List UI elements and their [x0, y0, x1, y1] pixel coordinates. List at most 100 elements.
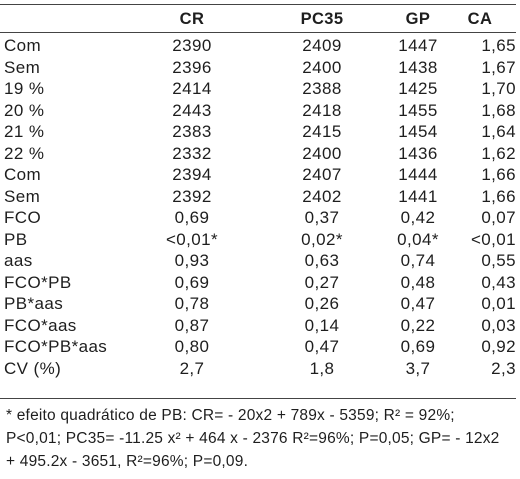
- table-cell: 0,93: [174, 251, 210, 270]
- table-cell: 0,74: [400, 251, 436, 270]
- row-label: 22 %: [4, 143, 45, 163]
- table-cell: 2414: [172, 79, 212, 98]
- table-cell: 0,80: [174, 337, 210, 356]
- table-cell: 2,3: [491, 358, 516, 378]
- table-cell: 0,43: [481, 272, 516, 292]
- table-cell: 0,69: [174, 272, 210, 292]
- row-label: aas: [4, 251, 33, 270]
- table-cell: 1455: [398, 100, 438, 120]
- table-cell: 0,14: [304, 315, 340, 335]
- table-cell: 3,7: [405, 358, 431, 378]
- table-cell: 1,66: [481, 186, 516, 206]
- table-cell: 2,7: [179, 358, 205, 378]
- table-cell: 1447: [398, 36, 438, 55]
- table-row: 20 % 2443 2418 1455 1,68: [4, 100, 520, 122]
- row-label: Com: [4, 36, 42, 55]
- table-cell: 1441: [398, 186, 438, 206]
- row-label: FCO*PB: [4, 272, 72, 292]
- row-label: Sem: [4, 186, 41, 206]
- table-cell: 1,62: [481, 143, 516, 163]
- table-cell: 1,66: [481, 165, 516, 184]
- table-row: Com 2394 2407 1444 1,66: [4, 164, 520, 186]
- table-cell: 0,69: [400, 337, 436, 356]
- table-cell: 2388: [302, 79, 342, 98]
- table-cell: 1,8: [309, 358, 335, 378]
- table-row: Com 2390 2409 1447 1,65: [4, 33, 520, 57]
- table-cell: 0,03: [481, 315, 516, 335]
- row-label: Sem: [4, 57, 41, 77]
- table-cell: 0,26: [304, 294, 340, 313]
- table-row: 21 % 2383 2415 1454 1,64: [4, 121, 520, 143]
- table-row: Sem 2396 2400 1438 1,67: [4, 57, 520, 79]
- table-row: FCO*aas 0,87 0,14 0,22 0,03: [4, 315, 520, 337]
- row-label: 21 %: [4, 122, 45, 141]
- table-body: Com 2390 2409 1447 1,65 Sem 2396 2400 1438 1,67 19…: [4, 33, 520, 379]
- table-cell: 1,65: [481, 36, 516, 55]
- table-cell: 1,64: [481, 122, 516, 141]
- table-cell: 1,67: [481, 57, 516, 77]
- table-cell: 2402: [302, 186, 342, 206]
- table-cell: 0,47: [304, 337, 340, 356]
- table-cell: 1,70: [481, 79, 516, 98]
- table-footnote: * efeito quadrático de PB: CR= - 20x2 + …: [6, 407, 500, 470]
- table-cell: 2400: [302, 57, 342, 77]
- table-cell: 2392: [172, 186, 212, 206]
- table-header-rule: [0, 32, 516, 33]
- row-label: PB*aas: [4, 294, 64, 313]
- row-label: CV (%): [4, 358, 62, 378]
- table-cell: 1425: [398, 79, 438, 98]
- table-cell: 0,07: [481, 208, 516, 227]
- table-cell: 0,22: [400, 315, 436, 335]
- table-cell: 1436: [398, 143, 438, 163]
- column-header-gp: GP: [405, 10, 431, 28]
- table-cell: 1444: [398, 165, 438, 184]
- table-cell: 2383: [172, 122, 212, 141]
- table-cell: 0,47: [400, 294, 436, 313]
- table-cell: <0,01: [470, 229, 516, 249]
- table-cell: 0,01: [481, 294, 516, 313]
- table-header-row: CR PC35 GP CA: [4, 6, 520, 33]
- table-row: 19 % 2414 2388 1425 1,70: [4, 78, 520, 100]
- table-top-rule: [0, 4, 516, 5]
- table-cell: <0,01*: [165, 229, 219, 249]
- row-label: 19 %: [4, 79, 45, 98]
- table-cell: 2396: [172, 57, 212, 77]
- table-cell: 2415: [302, 122, 342, 141]
- table-cell: 2332: [172, 143, 212, 163]
- table-cell: 0,48: [400, 272, 436, 292]
- table-cell: 0,69: [174, 208, 210, 227]
- table-cell: 2394: [172, 165, 212, 184]
- column-header-pc35: PC35: [300, 10, 344, 28]
- row-label: FCO*aas: [4, 315, 77, 335]
- table-row: PB*aas 0,78 0,26 0,47 0,01: [4, 293, 520, 315]
- table-row: PB <0,01* 0,02* 0,04* <0,01: [4, 229, 520, 251]
- table-cell: 2418: [302, 100, 342, 120]
- table-cell: 0,92: [481, 337, 516, 356]
- table-cell: 0,37: [304, 208, 340, 227]
- table-row: FCO*PB 0,69 0,27 0,48 0,43: [4, 272, 520, 294]
- table-cell: 0,55: [481, 251, 516, 270]
- table-row: 22 % 2332 2400 1436 1,62: [4, 143, 520, 165]
- table-cell: 0,78: [174, 294, 210, 313]
- row-label: Com: [4, 165, 42, 184]
- table-cell: 2407: [302, 165, 342, 184]
- table-cell: 0,42: [400, 208, 436, 227]
- row-label: PB: [4, 229, 28, 249]
- column-header-ca: CA: [467, 10, 493, 28]
- table-cell: 0,87: [174, 315, 210, 335]
- row-label: 20 %: [4, 100, 45, 120]
- table-cell: 2409: [302, 36, 342, 55]
- table-bottom-rule: [0, 398, 516, 399]
- column-header-label: [4, 6, 132, 33]
- table-row: FCO*PB*aas 0,80 0,47 0,69 0,92: [4, 336, 520, 358]
- table-cell: 2390: [172, 36, 212, 55]
- table-row: CV (%) 2,7 1,8 3,7 2,3: [4, 358, 520, 380]
- table-cell: 0,04*: [397, 229, 439, 249]
- table-cell: 1438: [398, 57, 438, 77]
- table-row: aas 0,93 0,63 0,74 0,55: [4, 250, 520, 272]
- table-cell: 2443: [172, 100, 212, 120]
- row-label: FCO: [4, 208, 42, 227]
- table-row: FCO 0,69 0,37 0,42 0,07: [4, 207, 520, 229]
- table-row: Sem 2392 2402 1441 1,66: [4, 186, 520, 208]
